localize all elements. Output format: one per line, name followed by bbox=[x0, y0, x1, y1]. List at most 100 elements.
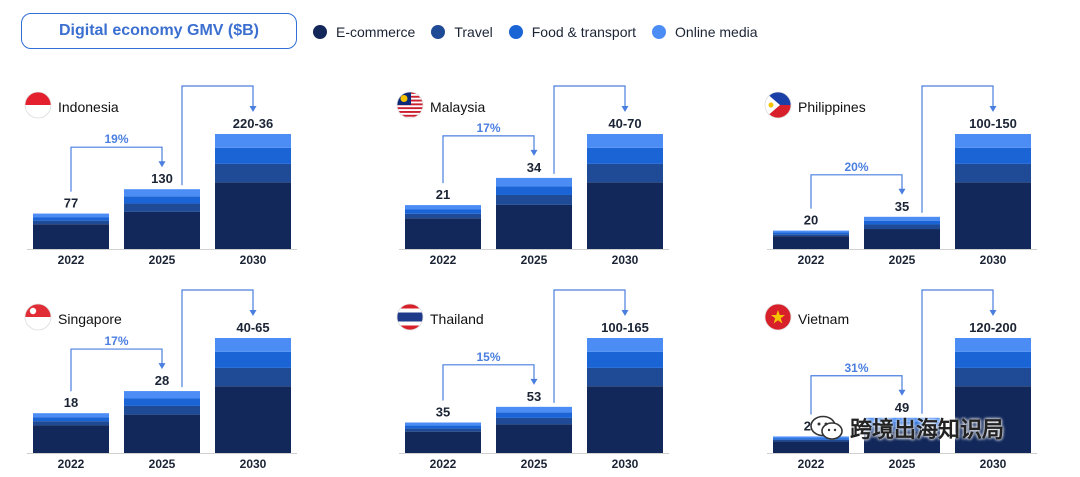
flag-stripe bbox=[397, 114, 423, 117]
legend-swatch-ecommerce bbox=[313, 25, 327, 39]
bar-segment-e-commerce bbox=[773, 441, 849, 453]
bar-value-label: 120-200 bbox=[969, 320, 1017, 335]
flag-body bbox=[397, 92, 423, 117]
bar-segment-travel bbox=[215, 163, 291, 183]
bar-segment-e-commerce bbox=[215, 386, 291, 453]
bar-value-label: 220-36 bbox=[233, 116, 273, 131]
legend-swatch-online-media bbox=[652, 25, 667, 39]
bar-value-label: 18 bbox=[64, 395, 78, 410]
bar-value-label: 53 bbox=[527, 389, 541, 404]
bar-segment-online-media bbox=[405, 205, 481, 210]
bar-segment-online-media bbox=[864, 216, 940, 221]
bar-segment-e-commerce bbox=[955, 386, 1031, 453]
bar-segment-travel bbox=[864, 224, 940, 230]
bar-segment-travel bbox=[587, 163, 663, 183]
bar-segment-online-media bbox=[496, 177, 572, 187]
growth-bracket bbox=[181, 85, 254, 186]
bar-value-label: 40-70 bbox=[608, 116, 641, 131]
chart-title: Digital economy GMV ($B) bbox=[21, 13, 297, 49]
bar-segment-e-commerce bbox=[773, 236, 849, 249]
malaysia-flag-icon bbox=[396, 91, 424, 119]
bar-segment-e-commerce bbox=[215, 182, 291, 249]
legend-label: Online media bbox=[675, 24, 758, 40]
bar-segment-travel bbox=[773, 439, 849, 442]
bar-segment-online-media bbox=[864, 417, 940, 423]
wechat-logo-icon bbox=[810, 415, 843, 440]
x-tick-label: 2025 bbox=[889, 457, 916, 471]
cagr-bracket bbox=[810, 375, 903, 415]
bar-segment-travel bbox=[215, 367, 291, 387]
bar-segment-food-transport bbox=[215, 351, 291, 368]
bar-segment-food-transport bbox=[215, 147, 291, 164]
country-title: Philippines bbox=[798, 99, 866, 115]
flag-body bbox=[765, 304, 791, 330]
growth-arrowhead bbox=[621, 310, 629, 316]
cagr-label: 19% bbox=[104, 132, 128, 146]
x-tick-label: 2030 bbox=[980, 457, 1007, 471]
bar-value-label: 40-65 bbox=[236, 320, 269, 335]
bar-segment-travel bbox=[587, 367, 663, 387]
x-tick-label: 2030 bbox=[612, 457, 639, 471]
x-tick-label: 2022 bbox=[58, 457, 85, 471]
cagr-arrowhead bbox=[898, 188, 906, 195]
bar-segment-online-media bbox=[215, 134, 291, 148]
growth-bracket bbox=[553, 85, 626, 174]
bar-segment-food-transport bbox=[773, 438, 849, 440]
x-tick-label: 2030 bbox=[612, 253, 639, 267]
flag-sun bbox=[768, 102, 774, 108]
legend-label: Travel bbox=[454, 24, 493, 40]
flag-ring bbox=[764, 91, 792, 119]
bar-segment-food-transport bbox=[864, 220, 940, 225]
flag-red bbox=[25, 92, 51, 105]
cagr-label: 15% bbox=[476, 350, 500, 364]
bar-segment-online-media bbox=[215, 338, 291, 352]
bar-segment-food-transport bbox=[124, 196, 200, 204]
country-title: Thailand bbox=[430, 311, 484, 327]
bar-segment-online-media bbox=[955, 134, 1031, 148]
growth-bracket bbox=[921, 289, 994, 414]
bar-value-label: 35 bbox=[895, 199, 909, 214]
bar-segment-online-media bbox=[33, 213, 109, 218]
bar-segment-travel bbox=[124, 405, 200, 415]
x-tick-label: 2025 bbox=[521, 253, 548, 267]
flag-ring bbox=[764, 303, 792, 331]
x-tick-label: 2025 bbox=[149, 457, 176, 471]
flag-body bbox=[397, 304, 423, 330]
country-title: Malaysia bbox=[430, 99, 485, 115]
bar-value-label: 100-150 bbox=[969, 116, 1017, 131]
bar-segment-e-commerce bbox=[33, 425, 109, 453]
bar-segment-online-media bbox=[955, 338, 1031, 352]
bar-segment-food-transport bbox=[33, 417, 109, 422]
legend-swatch-travel bbox=[431, 25, 446, 39]
x-tick-label: 2025 bbox=[889, 253, 916, 267]
bar-segment-travel bbox=[124, 203, 200, 212]
bar-segment-travel bbox=[864, 426, 940, 432]
growth-bracket bbox=[181, 289, 254, 388]
x-tick-label: 2022 bbox=[430, 457, 457, 471]
cagr-bracket bbox=[70, 146, 163, 192]
growth-arrowhead bbox=[249, 106, 257, 112]
bar-segment-travel bbox=[33, 421, 109, 426]
bar-value-label: 28 bbox=[155, 373, 169, 388]
cagr-arrowhead bbox=[158, 161, 166, 168]
cagr-arrowhead bbox=[530, 378, 538, 385]
cagr-arrowhead bbox=[158, 363, 166, 370]
bar-segment-food-transport bbox=[405, 425, 481, 429]
x-tick-label: 2022 bbox=[58, 253, 85, 267]
flag-star bbox=[771, 310, 785, 324]
watermark: 跨境出海知识局 bbox=[810, 412, 1004, 444]
cagr-label: 31% bbox=[844, 361, 868, 375]
bar-segment-online-media bbox=[587, 134, 663, 148]
flag-body bbox=[25, 92, 51, 118]
flag-ring bbox=[24, 91, 52, 119]
bar-segment-e-commerce bbox=[587, 386, 663, 453]
growth-bracket bbox=[553, 289, 626, 403]
bar-segment-online-media bbox=[124, 391, 200, 399]
indonesia-flag-icon bbox=[24, 91, 52, 119]
country-title: Singapore bbox=[58, 311, 122, 327]
flag-ring bbox=[24, 303, 52, 331]
bar-value-label: 35 bbox=[436, 405, 450, 420]
flag-moon bbox=[29, 307, 37, 315]
bar-segment-e-commerce bbox=[33, 224, 109, 249]
